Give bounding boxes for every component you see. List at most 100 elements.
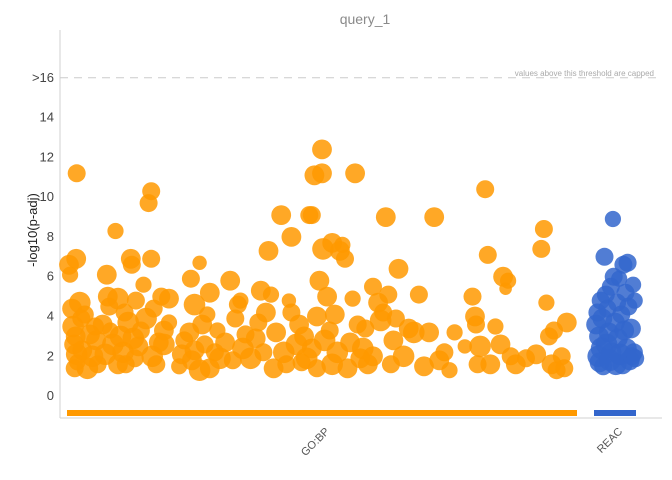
- data-point-go-bp[interactable]: [345, 163, 365, 184]
- data-point-go-bp[interactable]: [487, 318, 504, 335]
- data-point-go-bp[interactable]: [379, 285, 398, 304]
- data-point-go-bp[interactable]: [142, 182, 161, 201]
- chart-title: query_1: [340, 11, 391, 27]
- data-point-go-bp[interactable]: [534, 220, 553, 238]
- data-point-go-bp[interactable]: [232, 292, 249, 309]
- data-point-go-bp[interactable]: [309, 270, 330, 291]
- data-point-go-bp[interactable]: [336, 249, 354, 268]
- data-point-go-bp[interactable]: [334, 236, 351, 253]
- data-point-go-bp[interactable]: [457, 339, 472, 354]
- data-point-go-bp[interactable]: [419, 322, 439, 343]
- category-bar-reac: [594, 410, 636, 416]
- data-point-go-bp[interactable]: [307, 306, 327, 327]
- data-point-go-bp[interactable]: [181, 269, 200, 288]
- data-point-go-bp[interactable]: [312, 163, 332, 184]
- y-tick-label: 6: [47, 269, 54, 284]
- data-point-go-bp[interactable]: [262, 286, 280, 303]
- data-point-go-bp[interactable]: [414, 356, 434, 377]
- data-point-go-bp[interactable]: [320, 321, 339, 340]
- data-point-go-bp[interactable]: [220, 270, 241, 291]
- x-axis-category-labels: GO:BP REAC: [299, 426, 625, 459]
- data-point-go-bp[interactable]: [67, 164, 86, 183]
- data-point-go-bp[interactable]: [147, 355, 166, 374]
- data-point-go-bp[interactable]: [126, 291, 145, 310]
- data-point-go-bp[interactable]: [160, 314, 178, 331]
- data-point-go-bp[interactable]: [388, 258, 409, 279]
- data-point-go-bp[interactable]: [463, 287, 482, 306]
- data-point-go-bp[interactable]: [383, 330, 404, 351]
- data-point-go-bp[interactable]: [478, 245, 497, 264]
- data-point-go-bp[interactable]: [107, 222, 124, 240]
- data-point-go-bp[interactable]: [344, 290, 361, 307]
- data-points: [59, 139, 645, 382]
- data-point-go-bp[interactable]: [183, 293, 206, 316]
- y-tick-label: 0: [47, 388, 54, 403]
- data-point-go-bp[interactable]: [135, 276, 152, 293]
- data-point-go-bp[interactable]: [532, 239, 551, 258]
- y-tick-label: 2: [47, 348, 54, 363]
- data-point-go-bp[interactable]: [75, 305, 94, 324]
- data-point-go-bp[interactable]: [317, 286, 337, 307]
- data-point-go-bp[interactable]: [256, 302, 276, 323]
- data-point-go-bp[interactable]: [555, 359, 574, 378]
- data-point-go-bp[interactable]: [153, 333, 175, 356]
- data-point-go-bp[interactable]: [199, 282, 220, 303]
- data-point-go-bp[interactable]: [62, 266, 79, 283]
- data-point-go-bp[interactable]: [409, 285, 428, 304]
- data-point-go-bp[interactable]: [386, 309, 405, 328]
- data-point-reac[interactable]: [626, 292, 643, 309]
- data-point-go-bp[interactable]: [266, 322, 286, 343]
- data-point-go-bp[interactable]: [441, 362, 458, 379]
- data-point-go-bp[interactable]: [446, 324, 463, 341]
- data-point-go-bp[interactable]: [356, 319, 375, 338]
- data-point-go-bp[interactable]: [324, 304, 345, 325]
- data-point-go-bp[interactable]: [226, 309, 245, 328]
- data-point-go-bp[interactable]: [215, 332, 236, 353]
- y-tick-label: >16: [32, 70, 54, 85]
- x-tick-label: GO:BP: [299, 426, 332, 459]
- y-tick-label: 14: [40, 110, 54, 125]
- data-point-go-bp[interactable]: [254, 343, 273, 362]
- y-tick-label: 8: [47, 229, 54, 244]
- data-point-go-bp[interactable]: [556, 312, 577, 333]
- data-point-go-bp[interactable]: [302, 206, 321, 225]
- data-point-go-bp[interactable]: [392, 345, 415, 368]
- data-point-go-bp[interactable]: [403, 321, 425, 344]
- data-point-go-bp[interactable]: [538, 294, 555, 311]
- y-axis-label: -log10(p-adj): [25, 193, 40, 267]
- data-point-go-bp[interactable]: [192, 255, 207, 270]
- data-point-go-bp[interactable]: [159, 288, 179, 309]
- data-point-go-bp[interactable]: [307, 359, 326, 378]
- data-point-go-bp[interactable]: [526, 344, 547, 365]
- data-point-go-bp[interactable]: [258, 241, 279, 261]
- data-point-go-bp[interactable]: [277, 355, 296, 374]
- data-point-go-bp[interactable]: [66, 248, 87, 269]
- data-point-go-bp[interactable]: [312, 139, 332, 160]
- y-axis-ticks: 0 2 4 6 8 10 12 14 >16: [32, 70, 54, 403]
- data-point-go-bp[interactable]: [281, 227, 302, 247]
- data-point-go-bp[interactable]: [467, 315, 485, 334]
- data-point-go-bp[interactable]: [435, 343, 454, 362]
- data-point-go-bp[interactable]: [500, 272, 517, 289]
- data-point-reac[interactable]: [618, 253, 637, 272]
- data-point-reac[interactable]: [604, 210, 622, 228]
- data-point-go-bp[interactable]: [122, 255, 141, 274]
- y-tick-label: 10: [40, 189, 54, 204]
- data-point-go-bp[interactable]: [364, 277, 382, 296]
- data-point-go-bp[interactable]: [469, 335, 491, 358]
- data-point-go-bp[interactable]: [363, 346, 383, 367]
- data-point-reac[interactable]: [621, 318, 641, 339]
- data-point-go-bp[interactable]: [245, 328, 266, 349]
- data-point-reac[interactable]: [626, 349, 645, 368]
- data-point-go-bp[interactable]: [271, 205, 292, 226]
- data-point-go-bp[interactable]: [199, 306, 216, 323]
- data-point-go-bp[interactable]: [424, 207, 445, 228]
- data-point-go-bp[interactable]: [142, 249, 161, 268]
- data-point-reac[interactable]: [625, 276, 642, 293]
- data-point-go-bp[interactable]: [375, 207, 396, 228]
- data-point-reac[interactable]: [595, 247, 614, 266]
- data-point-go-bp[interactable]: [476, 180, 495, 199]
- data-point-go-bp[interactable]: [96, 264, 117, 285]
- data-point-reac[interactable]: [611, 270, 628, 287]
- data-point-go-bp[interactable]: [480, 354, 501, 375]
